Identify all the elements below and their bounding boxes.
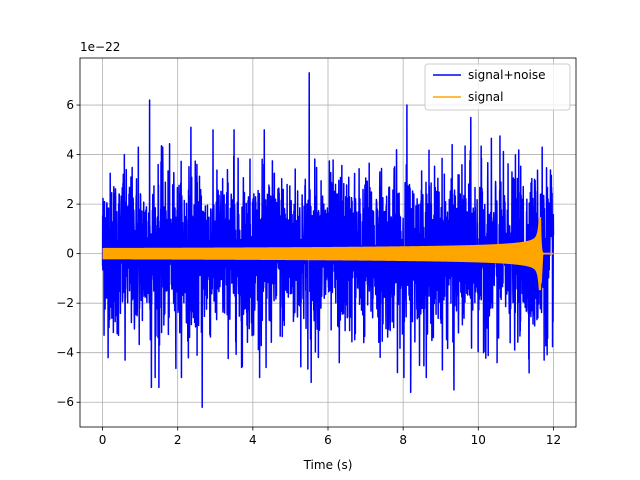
y-tick-label: −2 [56, 296, 74, 310]
legend-box [424, 63, 571, 111]
x-tick-label: 0 [99, 433, 107, 447]
series-signal-upper-line [102, 216, 554, 255]
y-tick-label: 4 [66, 148, 74, 162]
x-tick-label: 6 [324, 433, 332, 447]
series-signal-lower-line [102, 252, 554, 291]
y-tick-label: 2 [66, 197, 74, 211]
y-tick-label: 0 [66, 247, 74, 261]
legend-label-signal-noise: signal+noise [468, 68, 545, 82]
series-signal-merger-spike [537, 217, 544, 284]
x-tick-label: 12 [546, 433, 561, 447]
x-tick-label: 8 [399, 433, 407, 447]
x-axis-ticks: 0 2 4 6 8 10 12 [99, 427, 561, 447]
y-tick-label: −6 [56, 395, 74, 409]
legend-label-signal: signal [468, 90, 504, 104]
y-axis-ticks: −6 −4 −2 0 2 4 6 [56, 98, 80, 409]
y-offset-label: 1e−22 [80, 40, 120, 54]
y-tick-label: 6 [66, 98, 74, 112]
x-axis-label: Time (s) [303, 458, 353, 472]
plot-area [101, 72, 555, 408]
x-tick-label: 4 [249, 433, 257, 447]
x-tick-label: 10 [471, 433, 486, 447]
x-tick-label: 2 [174, 433, 182, 447]
legend: signal+noise signal [424, 63, 571, 111]
y-tick-label: −4 [56, 346, 74, 360]
series-signal-fill [102, 217, 554, 290]
